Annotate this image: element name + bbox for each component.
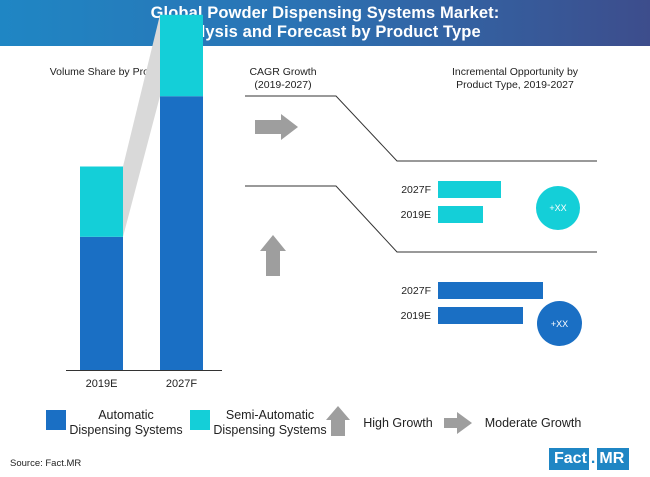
cagr-title-line2: (2019-2027) xyxy=(254,79,312,91)
semi-automatic-opportunity-bar-2027F xyxy=(438,181,501,198)
automatic-category-label-2019E: 2019E xyxy=(401,310,431,322)
semi-automatic-category-label-2027F: 2027F xyxy=(401,184,431,196)
x-tick-label-2027F: 2027F xyxy=(166,378,197,390)
legend-automatic-line1: Automatic xyxy=(98,408,154,422)
legend-automatic-swatch xyxy=(46,410,66,430)
stacked-bar-chart: 2019E 2027F xyxy=(66,14,222,390)
legend-semi-automatic-label: Semi-Automatic Dispensing Systems xyxy=(210,408,330,438)
legend-moderate-growth-label: Moderate Growth xyxy=(484,416,582,430)
automatic-opportunity-bar-2027F xyxy=(438,282,543,299)
logo-part-fact: Fact xyxy=(549,448,589,470)
page-title-line1: Global Powder Dispensing Systems Market: xyxy=(150,4,500,22)
cagr-title: CAGR Growth (2019-2027) xyxy=(228,66,338,92)
automatic-category-label-2027F: 2027F xyxy=(401,285,431,297)
logo-part-dot: . xyxy=(588,448,598,470)
moderate-growth-arrow-icon xyxy=(255,114,298,140)
automatic-bar-2027F xyxy=(160,96,203,370)
automatic-opportunity-bars: 2027F 2019E xyxy=(401,282,543,324)
high-growth-arrow-icon xyxy=(260,235,286,276)
semi-automatic-opportunity-bars: 2027F 2019E xyxy=(401,181,501,223)
semi-automatic-opportunity-bar-2019E xyxy=(438,206,483,223)
x-tick-label-2019E: 2019E xyxy=(86,378,118,390)
automatic-opportunity-badge: +XX xyxy=(537,301,582,346)
upper-divider-line xyxy=(245,95,597,162)
semi-automatic-category-label-2019E: 2019E xyxy=(401,209,431,221)
cagr-title-line1: CAGR Growth xyxy=(249,66,317,78)
automatic-bar-2019E xyxy=(80,236,123,370)
automatic-opportunity-bar-2019E xyxy=(438,307,523,324)
source-note: Source: Fact.MR xyxy=(10,458,82,469)
legend-automatic-label: Automatic Dispensing Systems xyxy=(66,408,186,438)
lower-divider-line xyxy=(245,185,597,253)
legend-semi-line2: Dispensing Systems xyxy=(213,423,327,437)
page-title-line2: Analysis and Forecast by Product Type xyxy=(169,23,481,41)
legend-high-growth-label: High Growth xyxy=(363,416,433,430)
logo-part-mr: MR xyxy=(597,448,630,470)
factmr-logo: Fact . MR xyxy=(549,448,630,470)
legend-high-growth-arrow-icon xyxy=(326,406,350,436)
semi-automatic-opportunity-badge: +XX xyxy=(536,186,580,230)
incremental-title: Incremental Opportunity by Product Type,… xyxy=(420,66,610,92)
semi-automatic-bar-2027F xyxy=(160,14,203,97)
legend-automatic-line2: Dispensing Systems xyxy=(69,423,183,437)
legend-semi-automatic-swatch xyxy=(190,410,210,430)
incremental-title-line1: Incremental Opportunity by xyxy=(451,66,579,78)
semi-automatic-badge-label: +XX xyxy=(549,203,567,213)
legend-moderate-growth-arrow-icon xyxy=(444,412,472,434)
legend-semi-line1: Semi-Automatic xyxy=(225,408,315,422)
automatic-badge-label: +XX xyxy=(550,318,569,329)
incremental-title-line2: Product Type, 2019-2027 xyxy=(456,79,574,91)
semi-automatic-bar-2019E xyxy=(80,166,123,237)
share-shift-connector xyxy=(123,14,160,237)
header-banner: Global Powder Dispensing Systems Market:… xyxy=(0,0,650,46)
